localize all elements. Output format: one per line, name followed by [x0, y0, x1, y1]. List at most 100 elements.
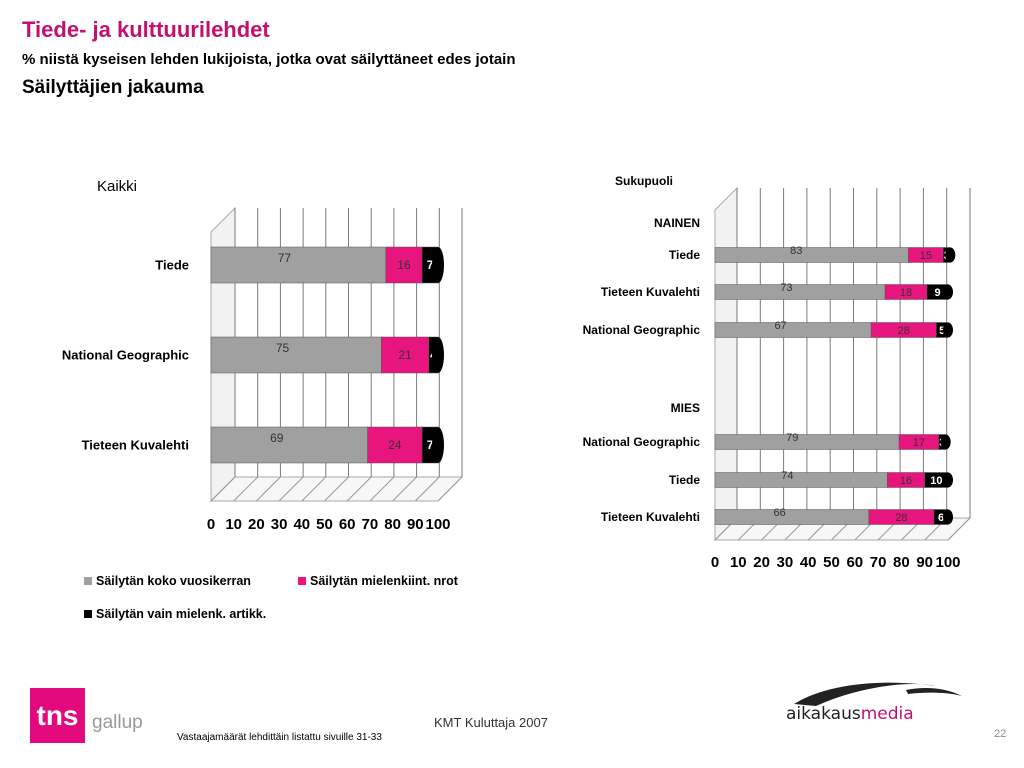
x-tick-label: 80 — [893, 554, 910, 571]
floor-gridline — [210, 476, 236, 502]
category-label: National Geographic — [583, 323, 701, 337]
x-tick-label: 100 — [425, 516, 450, 533]
x-tick-label: 20 — [753, 554, 770, 571]
x-tick-label: 70 — [362, 516, 379, 533]
bar-end-cap — [943, 322, 953, 338]
bar-segment — [714, 247, 909, 263]
bar-segment — [367, 426, 423, 464]
group-label: NAINEN — [654, 216, 700, 230]
group-label: MIES — [671, 401, 700, 415]
category-label: National Geographic — [62, 348, 189, 363]
bar-end-cap — [945, 247, 956, 263]
data-label: 17 — [913, 437, 925, 449]
bar-end-cap — [432, 337, 444, 373]
category-label: Tiede — [669, 473, 700, 487]
legend-item-vuosikerta: Säilytän koko vuosikerran — [84, 574, 251, 588]
data-label: 69 — [270, 431, 284, 445]
bar-segment — [714, 434, 900, 450]
data-label: 73 — [780, 282, 792, 294]
bar-end-cap — [432, 427, 444, 463]
floor-gridline — [346, 476, 372, 502]
x-tick-label: 90 — [916, 554, 933, 571]
data-label: 75 — [276, 341, 290, 355]
bar-segment — [714, 472, 888, 488]
x-tick-label: 30 — [271, 516, 288, 533]
legend-item-mielenkiint: Säilytän mielenkiint. nrot — [298, 574, 458, 588]
data-label: 16 — [900, 475, 912, 487]
aikakausmedia-swoosh-icon — [794, 682, 962, 706]
data-label: 7 — [427, 258, 434, 272]
legend-swatch-pink — [298, 576, 306, 585]
data-label: 18 — [900, 287, 912, 299]
data-label: 6 — [938, 512, 944, 524]
floor-gridline — [233, 476, 259, 502]
chart-title: Kaikki — [97, 178, 137, 195]
bar-segment — [385, 246, 423, 284]
x-tick-label: 0 — [207, 516, 215, 533]
data-label: 10 — [930, 475, 942, 487]
bar-end-cap — [432, 247, 444, 283]
x-tick-label: 80 — [384, 516, 401, 533]
floor-gridline — [437, 476, 463, 502]
floor-gridline — [301, 476, 327, 502]
bar-segment — [714, 284, 886, 300]
data-label: 9 — [934, 287, 940, 299]
data-label: 24 — [388, 438, 402, 452]
page-subtitle: % niistä kyseisen lehden lukijoista, jot… — [22, 51, 516, 68]
x-tick-label: 30 — [777, 554, 794, 571]
bar-end-cap — [943, 472, 953, 488]
data-label: 83 — [790, 245, 802, 257]
floor-gridline — [324, 476, 349, 502]
x-tick-label: 40 — [800, 554, 817, 571]
floor-gridline — [369, 476, 395, 502]
category-label: Tieteen Kuvalehti — [601, 510, 700, 524]
floor-gridline — [392, 476, 417, 502]
bar-end-cap — [943, 284, 953, 300]
x-tick-label: 50 — [823, 554, 840, 571]
floor-gridline — [278, 476, 304, 502]
x-tick-label: 40 — [293, 516, 310, 533]
x-tick-label: 50 — [316, 516, 333, 533]
data-label: 16 — [397, 258, 411, 272]
tns-logo-box: tns — [30, 688, 85, 743]
page-subtitle-2: Säilyttäjien jakauma — [22, 77, 204, 98]
legend-label: Säilytän koko vuosikerran — [96, 574, 251, 588]
data-label: 66 — [773, 507, 785, 519]
category-label: Tieteen Kuvalehti — [601, 285, 700, 299]
aikakausmedia-logo: aikakausmedia — [786, 676, 964, 726]
gallup-logo-text: gallup — [92, 712, 143, 733]
legend-label: Säilytän vain mielenk. artikk. — [96, 607, 267, 621]
floor-gridline — [256, 476, 281, 502]
x-tick-label: 90 — [407, 516, 424, 533]
bar-segment — [210, 246, 387, 284]
data-label: 15 — [920, 250, 932, 262]
bar-segment — [714, 509, 870, 525]
footer-note: Vastaajamäärät lehdittäin listattu sivui… — [177, 732, 382, 743]
x-tick-label: 10 — [225, 516, 242, 533]
data-label: 28 — [898, 325, 910, 337]
x-tick-label: 0 — [711, 554, 719, 571]
category-label: Tiede — [155, 258, 189, 273]
footer-source: KMT Kuluttaja 2007 — [434, 715, 548, 730]
data-label: 5 — [939, 325, 945, 337]
bar-end-cap — [940, 434, 951, 450]
floor-gridline — [414, 476, 440, 502]
chart-title: Sukupuoli — [615, 174, 673, 188]
category-label: National Geographic — [583, 435, 701, 449]
legend-label: Säilytän mielenkiint. nrot — [310, 574, 458, 588]
x-tick-label: 70 — [870, 554, 887, 571]
bar-segment — [714, 322, 872, 338]
bar-end-cap — [943, 509, 953, 525]
data-label: 67 — [774, 320, 786, 332]
bar-segment — [210, 426, 368, 464]
aikakausmedia-wordmark: aikakausmedia — [786, 704, 914, 724]
data-label: 28 — [895, 512, 907, 524]
data-label: 77 — [278, 251, 292, 265]
x-tick-label: 100 — [935, 554, 960, 571]
x-tick-label: 20 — [248, 516, 265, 533]
data-label: 79 — [786, 432, 798, 444]
data-label: 74 — [781, 470, 793, 482]
page-number: 22 — [994, 728, 1007, 740]
tns-gallup-logo: tns gallup — [30, 688, 143, 743]
